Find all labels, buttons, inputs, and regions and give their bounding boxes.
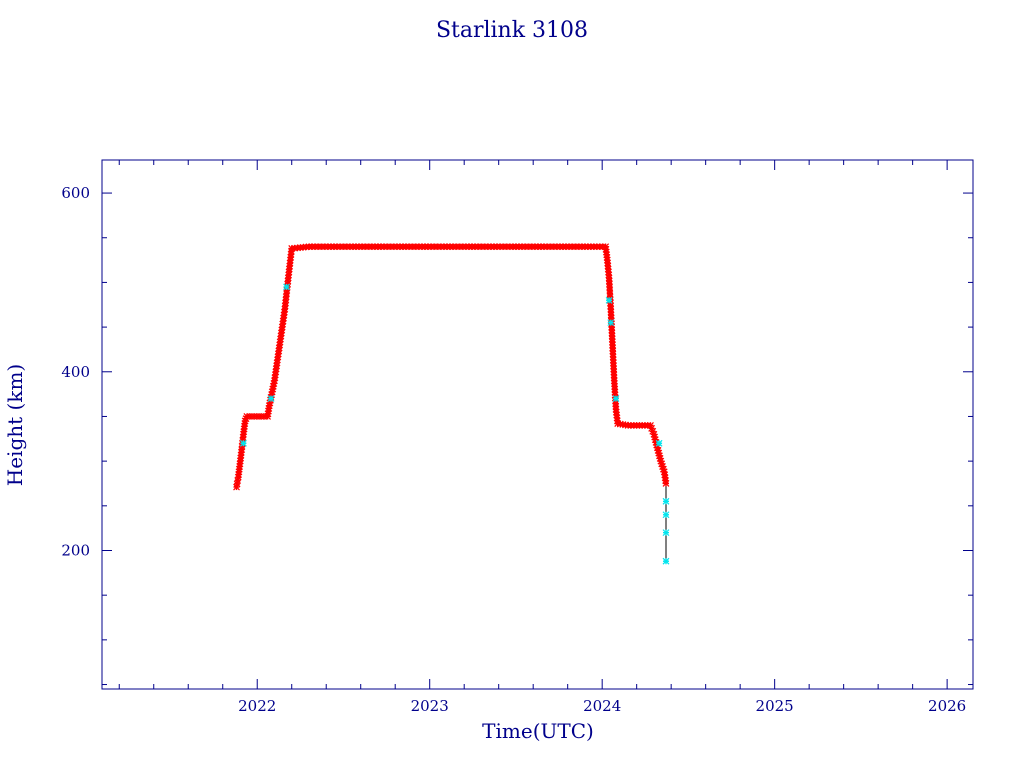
data-point-primary	[562, 243, 570, 251]
data-point-primary	[575, 243, 583, 251]
data-point-primary	[572, 243, 579, 251]
data-point-primary	[605, 274, 613, 282]
data-point-primary	[471, 243, 479, 251]
series-lines	[236, 246, 667, 562]
plot-frame	[101, 159, 974, 690]
data-point-primary	[493, 243, 501, 251]
data-point-primary	[424, 243, 432, 251]
data-point-secondary	[655, 439, 663, 447]
y-tick-label: 400	[61, 363, 90, 381]
data-point-primary	[371, 243, 379, 251]
data-point-primary	[399, 243, 407, 251]
data-points	[233, 243, 670, 565]
data-point-primary	[515, 243, 523, 251]
data-point-primary	[418, 243, 426, 251]
y-tick-label: 600	[61, 184, 90, 202]
x-tick-label: 2026	[928, 697, 966, 715]
data-point-primary	[352, 243, 360, 251]
data-point-secondary	[605, 296, 613, 304]
data-point-primary	[374, 243, 382, 251]
y-axis-label: Height (km)	[3, 364, 27, 486]
data-point-primary	[662, 480, 670, 487]
data-point-secondary	[267, 395, 275, 403]
data-point-primary	[333, 243, 341, 251]
x-axis-label: Time(UTC)	[482, 719, 594, 743]
data-point-primary	[478, 243, 485, 251]
data-point-primary	[346, 243, 354, 251]
data-point-secondary	[662, 511, 670, 519]
data-point-primary	[440, 243, 448, 251]
chart-title: Starlink 3108	[436, 18, 588, 43]
data-point-secondary	[607, 319, 615, 327]
data-point-primary	[506, 243, 514, 251]
data-point-secondary	[662, 497, 670, 505]
x-tick-label: 2022	[238, 697, 276, 715]
data-point-secondary	[662, 529, 670, 537]
tick-labels: 2022 2023 2024 2025 2026 200 400 600	[61, 184, 966, 715]
data-point-primary	[405, 243, 413, 251]
x-tick-label: 2023	[411, 697, 449, 715]
data-point-primary	[443, 243, 451, 251]
data-point-primary	[459, 243, 467, 251]
data-point-secondary	[240, 439, 247, 447]
data-point-primary	[550, 243, 557, 251]
data-point-primary	[377, 243, 385, 251]
data-point-secondary	[612, 395, 620, 403]
y-tick-label: 200	[61, 541, 90, 559]
x-tick-label: 2025	[756, 697, 794, 715]
data-point-primary	[324, 243, 332, 251]
series-line-primary	[236, 246, 667, 488]
data-point-primary	[474, 243, 482, 251]
data-point-secondary	[662, 557, 670, 565]
data-point-primary	[456, 243, 463, 251]
axis-ticks	[102, 160, 973, 689]
data-point-primary	[409, 243, 416, 251]
data-point-primary	[553, 243, 561, 251]
x-tick-label: 2024	[583, 697, 621, 715]
data-point-primary	[565, 243, 573, 251]
data-point-primary	[358, 243, 366, 251]
data-point-primary	[503, 243, 510, 251]
data-point-primary	[318, 243, 325, 251]
data-point-primary	[509, 243, 517, 251]
data-point-secondary	[283, 283, 290, 291]
data-point-primary	[327, 243, 335, 251]
data-point-primary	[396, 243, 404, 251]
